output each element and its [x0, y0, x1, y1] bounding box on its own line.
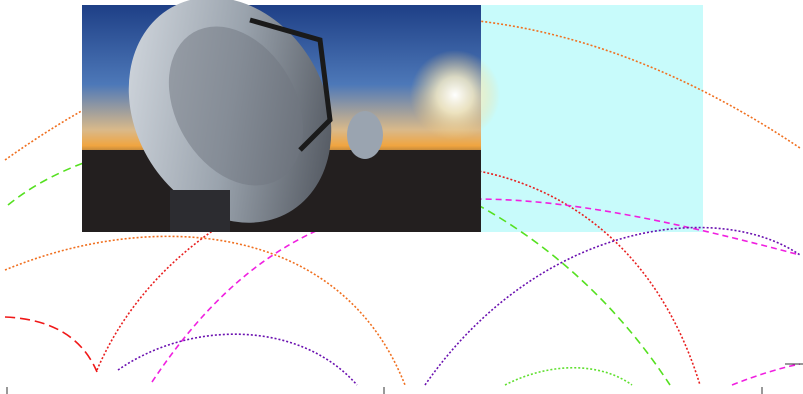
cyan-panel [481, 5, 703, 232]
arc [504, 366, 633, 386]
arc [4, 16, 801, 161]
arc [117, 333, 358, 386]
arc [96, 164, 701, 386]
arc [731, 363, 801, 386]
arc [4, 316, 98, 373]
ticks [6, 363, 803, 394]
photo [82, 0, 500, 232]
arc [4, 235, 406, 386]
arc [424, 226, 801, 386]
